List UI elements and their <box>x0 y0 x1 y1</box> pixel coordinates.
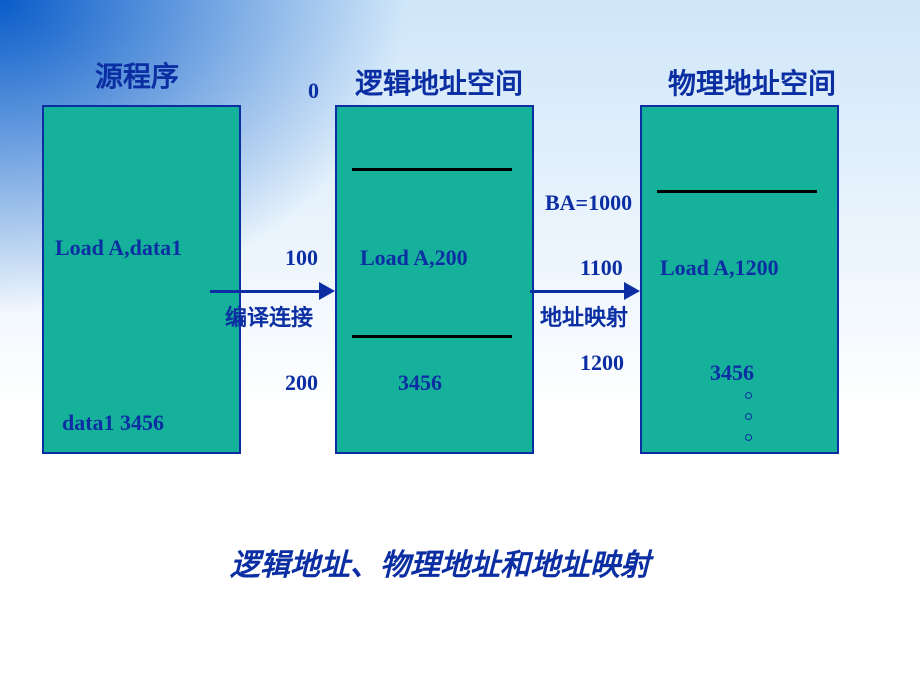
diagram-stage: 源程序 逻辑地址空间 物理地址空间 Load A,data1 data1 345… <box>0 0 920 690</box>
title-logical: 逻辑地址空间 <box>355 62 523 102</box>
physical-base-address: BA=1000 <box>545 190 632 216</box>
arrow-label-compile: 编译连接 <box>225 300 313 332</box>
physical-addr-1200: 1200 <box>580 350 624 376</box>
physical-divider-top <box>657 190 817 193</box>
arrow-head-icon <box>319 282 335 300</box>
arrow-compile-link <box>210 290 321 293</box>
ellipsis-dot <box>745 413 752 420</box>
box-logical-address <box>335 105 534 454</box>
logical-addr-100: 100 <box>285 245 318 271</box>
ellipsis-dot <box>745 434 752 441</box>
physical-addr-1100: 1100 <box>580 255 623 281</box>
physical-load-instruction: Load A,1200 <box>660 255 779 281</box>
diagram-caption: 逻辑地址、物理地址和地址映射 <box>230 540 650 584</box>
source-load-instruction: Load A,data1 <box>55 235 182 261</box>
title-source: 源程序 <box>95 55 179 95</box>
logical-load-instruction: Load A,200 <box>360 245 468 271</box>
logical-addr-200: 200 <box>285 370 318 396</box>
logical-addr-0: 0 <box>308 78 319 104</box>
arrow-head-icon <box>624 282 640 300</box>
logical-data-value: 3456 <box>398 370 442 396</box>
box-source-program <box>42 105 241 454</box>
title-physical: 物理地址空间 <box>668 62 836 102</box>
ellipsis-dot <box>745 392 752 399</box>
source-data-declaration: data1 3456 <box>62 410 164 436</box>
arrow-address-map <box>530 290 626 293</box>
arrow-label-mapping: 地址映射 <box>540 300 628 332</box>
logical-divider-bottom <box>352 335 512 338</box>
physical-data-value: 3456 <box>710 360 754 386</box>
logical-divider-top <box>352 168 512 171</box>
